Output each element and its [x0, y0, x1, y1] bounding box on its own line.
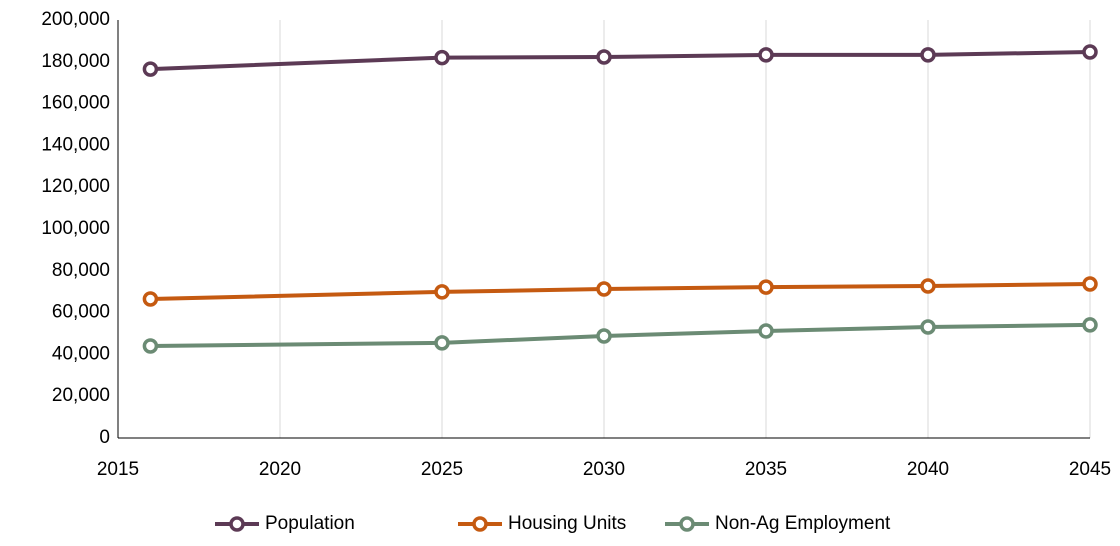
point-marker [596, 328, 612, 344]
legend-marker [229, 516, 245, 532]
point-marker [142, 291, 159, 307]
point-marker [920, 278, 936, 294]
point-marker [434, 49, 450, 66]
point-marker [758, 323, 774, 339]
x-tick-label: 2035 [745, 459, 787, 480]
y-tick-label: 60,000 [52, 302, 110, 323]
y-tick-label: 180,000 [41, 51, 110, 72]
y-tick-label: 140,000 [41, 134, 110, 155]
point-marker [596, 49, 612, 65]
x-tick-label: 2045 [1069, 459, 1111, 480]
x-tick-label: 2030 [583, 459, 625, 480]
y-tick-label: 120,000 [41, 176, 110, 197]
legend-label: Housing Units [508, 513, 626, 534]
y-tick-label: 80,000 [52, 260, 110, 281]
y-tick-label: 100,000 [41, 218, 110, 239]
point-marker [758, 47, 774, 63]
legend-marker [472, 516, 488, 532]
x-tick-label: 2025 [421, 459, 463, 480]
point-marker [596, 281, 612, 297]
point-marker [142, 61, 159, 77]
y-tick-label: 20,000 [52, 385, 110, 406]
point-marker [1082, 44, 1098, 60]
point-marker [434, 284, 450, 300]
series-line [150, 49, 1091, 72]
point-marker [1082, 317, 1098, 333]
legend-label: Population [265, 513, 355, 534]
point-marker [920, 47, 936, 63]
x-tick-label: 2020 [259, 459, 301, 480]
point-marker [142, 338, 159, 354]
point-marker [920, 319, 936, 335]
x-tick-label: 2040 [907, 459, 949, 480]
x-tick-label: 2015 [97, 459, 139, 480]
series-line [150, 322, 1091, 349]
y-tick-label: 160,000 [41, 93, 110, 114]
point-marker [758, 279, 774, 295]
point-marker [1082, 276, 1098, 292]
y-tick-label: 0 [99, 427, 110, 448]
legend-label: Non-Ag Employment [715, 513, 891, 534]
legend-marker [679, 516, 695, 532]
point-marker [434, 335, 450, 351]
series-line [150, 281, 1091, 302]
y-tick-label: 40,000 [52, 343, 110, 364]
y-tick-label: 200,000 [41, 9, 110, 30]
